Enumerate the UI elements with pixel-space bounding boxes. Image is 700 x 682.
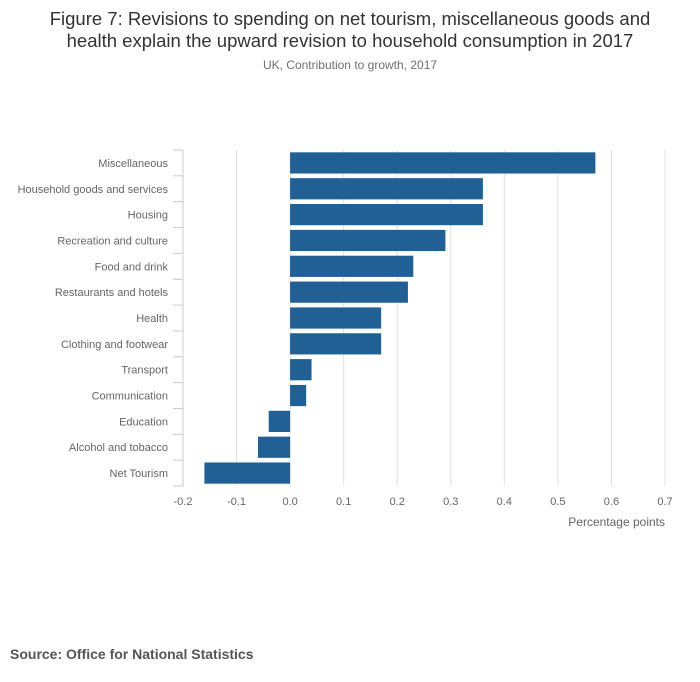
x-tick-label: 0.1 [336, 496, 351, 508]
bar [290, 307, 382, 329]
bar [290, 178, 483, 200]
bar [204, 462, 291, 484]
category-label: Food and drink [95, 261, 169, 273]
bar [290, 281, 408, 303]
bar [268, 410, 291, 432]
category-label: Clothing and footwear [61, 339, 168, 351]
category-label: Transport [121, 365, 168, 377]
source-note: Source: Office for National Statistics [10, 646, 254, 662]
x-axis-title: Percentage points [568, 515, 665, 529]
category-label: Housing [128, 210, 168, 222]
category-label: Household goods and services [18, 184, 169, 196]
bar [290, 229, 446, 252]
x-tick-label: 0.5 [550, 496, 565, 508]
bar [290, 152, 596, 174]
category-label: Communication [92, 391, 168, 403]
x-tick-label: 0.7 [657, 496, 672, 508]
chart-title: Figure 7: Revisions to spending on net t… [0, 8, 700, 52]
x-tick-label: 0.0 [282, 496, 297, 508]
x-tick-label: 0.3 [443, 496, 458, 508]
chart-title-line-1: Figure 7: Revisions to spending on net t… [49, 8, 651, 29]
bar [290, 359, 312, 381]
x-tick-label: -0.2 [174, 496, 193, 508]
chart-title-line-2: health explain the upward revision to ho… [66, 30, 634, 51]
bar [257, 436, 291, 458]
bar [290, 384, 307, 407]
category-label: Restaurants and hotels [55, 287, 169, 299]
x-tick-label: 0.4 [497, 496, 512, 508]
bar [290, 204, 483, 226]
bar [290, 255, 414, 277]
bar [290, 333, 382, 355]
category-label: Recreation and culture [57, 235, 168, 247]
category-label: Net Tourism [110, 468, 168, 480]
category-label: Miscellaneous [98, 158, 168, 170]
category-label: Alcohol and tobacco [69, 442, 168, 454]
category-label: Health [136, 313, 168, 325]
category-label: Education [119, 416, 168, 428]
chart-subtitle: UK, Contribution to growth, 2017 [262, 58, 438, 72]
x-tick-label: 0.6 [604, 496, 619, 508]
x-tick-label: -0.1 [227, 496, 246, 508]
x-tick-label: 0.2 [390, 496, 405, 508]
bar-chart: -0.2 -0.1 0.0 0.1 0.2 0.3 0.4 0.5 0.6 0.7 Miscella… [18, 149, 673, 529]
